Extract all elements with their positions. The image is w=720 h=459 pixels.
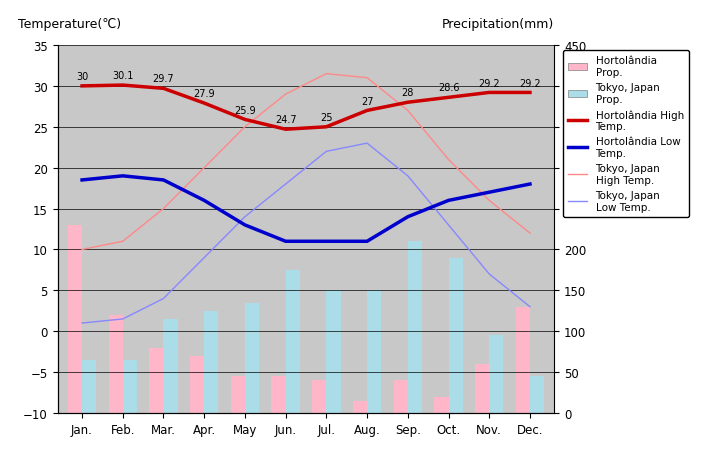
- Bar: [353, 401, 367, 413]
- Bar: [271, 376, 286, 413]
- Text: 29.2: 29.2: [519, 78, 541, 88]
- Bar: [475, 364, 490, 413]
- Bar: [82, 360, 96, 413]
- Bar: [204, 311, 218, 413]
- Bar: [245, 303, 259, 413]
- Bar: [530, 376, 544, 413]
- Bar: [449, 258, 463, 413]
- Text: 30.1: 30.1: [112, 71, 133, 81]
- Bar: [367, 291, 382, 413]
- Bar: [394, 381, 408, 413]
- Bar: [163, 319, 178, 413]
- Bar: [286, 270, 300, 413]
- Bar: [230, 376, 245, 413]
- Legend: Hortolândia
Prop., Tokyo, Japan
Prop., Hortolândia High
Temp., Hortolândia Low
T: Hortolândia Prop., Tokyo, Japan Prop., H…: [563, 51, 689, 217]
- Bar: [312, 381, 326, 413]
- Text: 29.2: 29.2: [478, 78, 500, 88]
- Bar: [122, 360, 137, 413]
- Bar: [408, 242, 422, 413]
- Text: 27.9: 27.9: [194, 89, 215, 99]
- Bar: [434, 397, 449, 413]
- Text: 28: 28: [402, 88, 414, 98]
- Text: 25: 25: [320, 112, 333, 123]
- Text: 29.7: 29.7: [153, 74, 174, 84]
- Bar: [490, 336, 503, 413]
- Text: 25.9: 25.9: [234, 105, 256, 115]
- Bar: [326, 291, 341, 413]
- Bar: [190, 356, 204, 413]
- Text: 27: 27: [361, 96, 374, 106]
- Bar: [109, 315, 122, 413]
- Bar: [68, 225, 82, 413]
- Text: 30: 30: [76, 72, 88, 82]
- Text: Precipitation(mm): Precipitation(mm): [442, 18, 554, 31]
- Text: Temperature(℃): Temperature(℃): [18, 18, 121, 31]
- Text: 28.6: 28.6: [438, 83, 459, 93]
- Bar: [149, 348, 163, 413]
- Text: 24.7: 24.7: [275, 115, 297, 125]
- Bar: [516, 307, 530, 413]
